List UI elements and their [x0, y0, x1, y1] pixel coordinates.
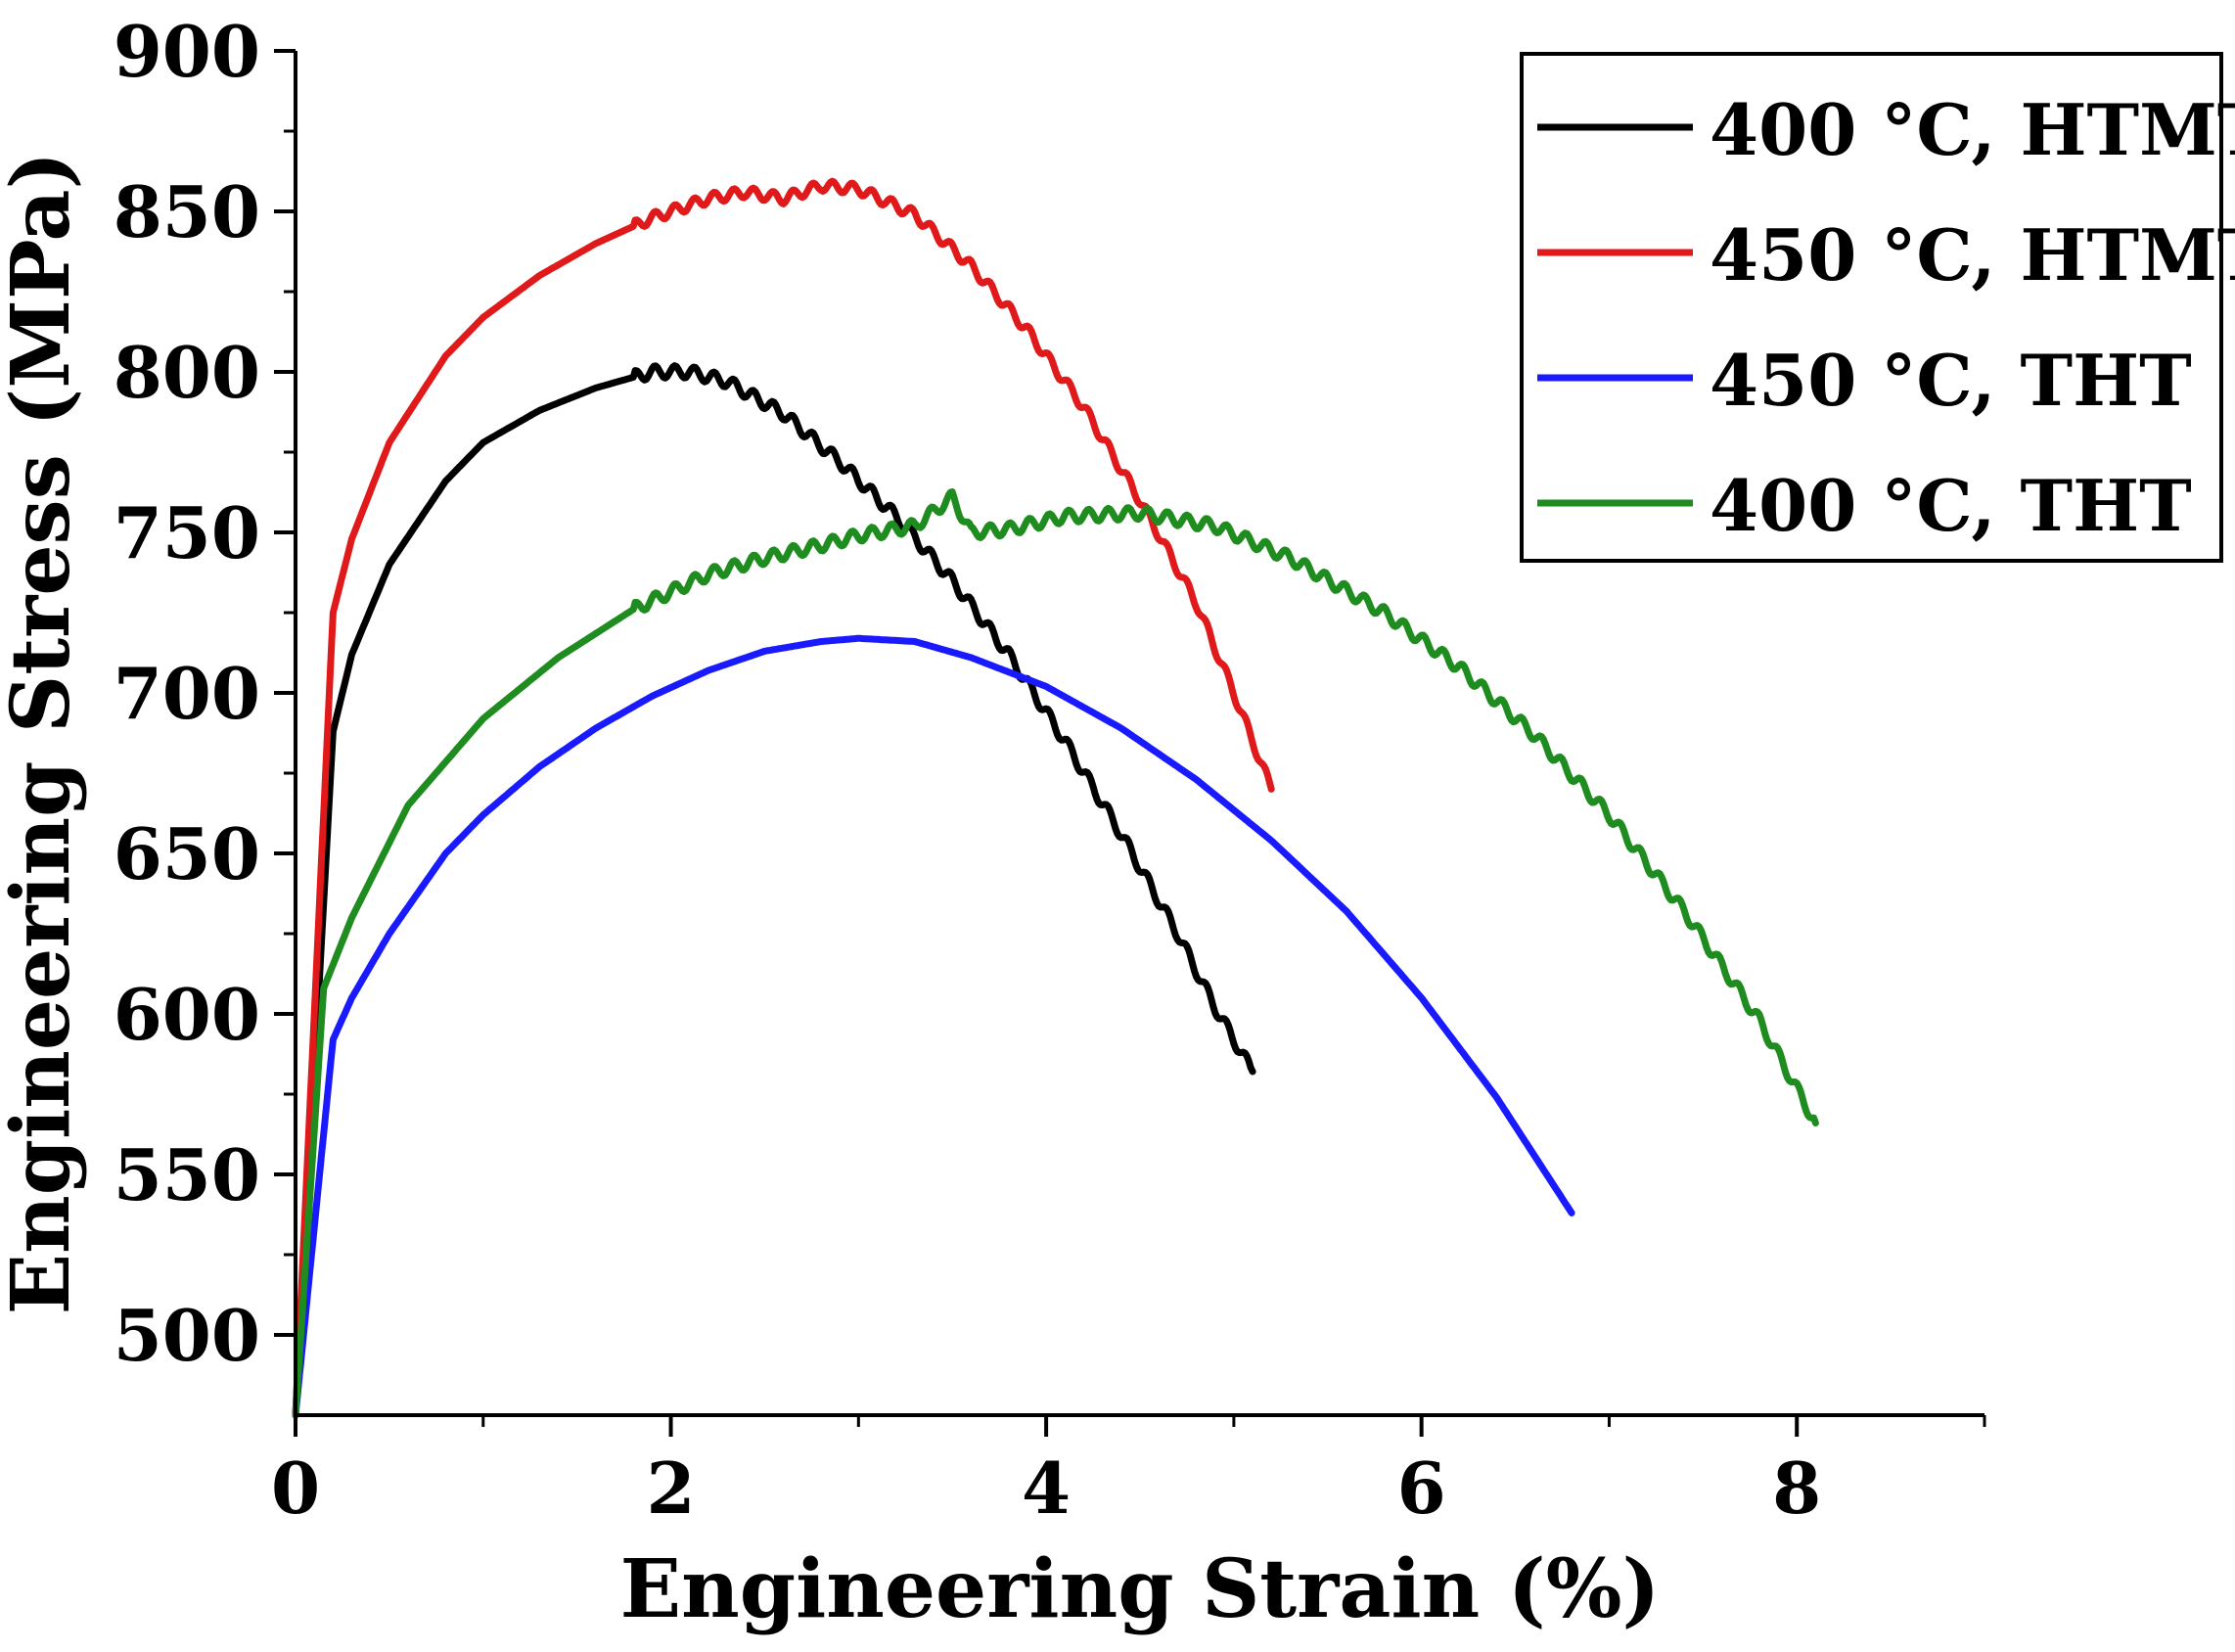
- x-axis-label: Engineering Strain (%): [620, 1542, 1661, 1636]
- y-tick-label: 550: [114, 1133, 260, 1216]
- axes-layer: 500 550 600 650 700 750 800 850 900 0 2 4 6 8: [114, 10, 1986, 1530]
- legend-box: [1520, 52, 2223, 563]
- y-tick-label: 500: [114, 1294, 260, 1377]
- legend-label: 450 °C, HTMT: [1710, 213, 2235, 297]
- series-line-0: [292, 362, 1256, 1419]
- legend-label: 450 °C, THT: [1710, 339, 2192, 422]
- series-line-3: [292, 488, 1819, 1419]
- x-tick-label: 8: [1772, 1446, 1821, 1530]
- y-tick-label: 750: [114, 491, 260, 574]
- series-line-2: [292, 634, 1575, 1419]
- x-tick-label: 6: [1397, 1446, 1446, 1530]
- y-tick-label: 600: [114, 973, 260, 1056]
- series-line-1: [292, 177, 1275, 1419]
- legend-label: 400 °C, THT: [1710, 464, 2192, 547]
- series-layer: [292, 177, 1819, 1419]
- x-tick-label: 0: [271, 1446, 320, 1530]
- y-tick-label: 800: [114, 331, 260, 414]
- legend-label: 400 °C, HTMT: [1710, 88, 2235, 171]
- y-tick-label: 700: [114, 652, 260, 735]
- y-axis-label: Engineering Stress (MPa): [0, 152, 88, 1315]
- legend: 400 °C, HTMT 450 °C, HTMT 450 °C, THT 400 °…: [1520, 52, 2235, 563]
- x-tick-label: 2: [647, 1446, 696, 1530]
- y-tick-label: 650: [114, 812, 260, 895]
- x-tick-label: 4: [1022, 1446, 1071, 1530]
- y-tick-label: 900: [114, 10, 260, 93]
- y-tick-label: 850: [114, 170, 260, 253]
